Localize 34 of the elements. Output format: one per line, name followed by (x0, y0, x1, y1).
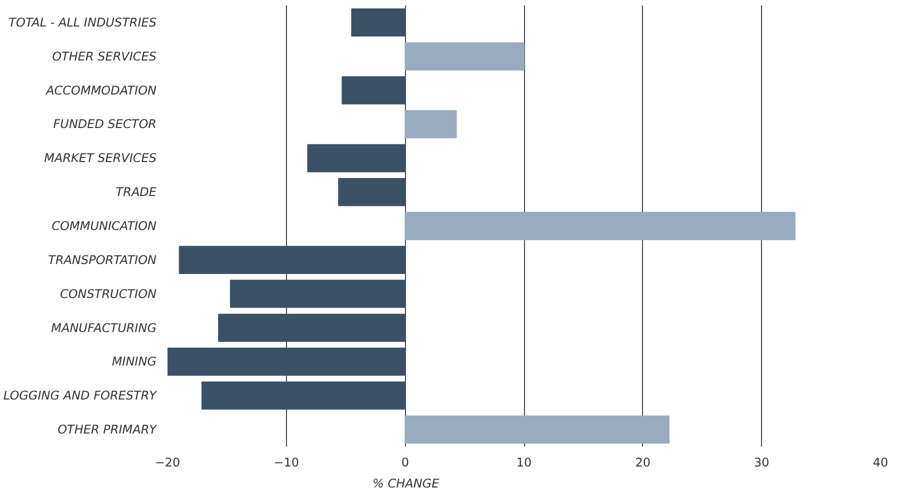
bar (338, 178, 406, 206)
x-tick-label: 20 (635, 456, 650, 470)
x-tick-label: 10 (516, 456, 532, 470)
y-tick-label: MARKET SERVICES (44, 151, 157, 166)
x-axis-title: % CHANGE (372, 476, 440, 490)
bar (404, 415, 670, 444)
bar (342, 76, 406, 104)
y-tick-label: TRANSPORTATION (48, 252, 157, 267)
x-tick-label: −20 (154, 456, 180, 470)
x-tick-label: −10 (274, 456, 299, 470)
bar (178, 246, 406, 274)
y-tick-label: FUNDED SECTOR (53, 117, 157, 132)
y-tick-label: ACCOMMODATION (45, 83, 157, 98)
bar (307, 144, 406, 172)
y-tick-label: OTHER SERVICES (52, 49, 157, 64)
y-tick-label: TRADE (116, 185, 157, 200)
y-tick-label: LOGGING AND FORESTRY (3, 388, 158, 403)
bar (201, 382, 406, 410)
x-tick-label: 0 (401, 456, 409, 470)
y-tick-label: OTHER PRIMARY (58, 422, 158, 437)
y-tick-label: TOTAL - ALL INDUSTRIES (8, 15, 157, 30)
y-tick-label: CONSTRUCTION (60, 286, 157, 301)
bar (351, 8, 406, 37)
y-tick-label: COMMUNICATION (52, 219, 157, 233)
bar (404, 212, 796, 240)
bar (218, 314, 406, 342)
bar (230, 280, 406, 308)
bar (168, 348, 406, 376)
x-tick-label: 40 (872, 456, 888, 470)
bar (404, 110, 457, 138)
x-tick-label: 30 (754, 456, 770, 470)
y-tick-label: MINING (112, 354, 157, 369)
bar (404, 42, 524, 70)
y-tick-label: MANUFACTURING (51, 320, 156, 335)
